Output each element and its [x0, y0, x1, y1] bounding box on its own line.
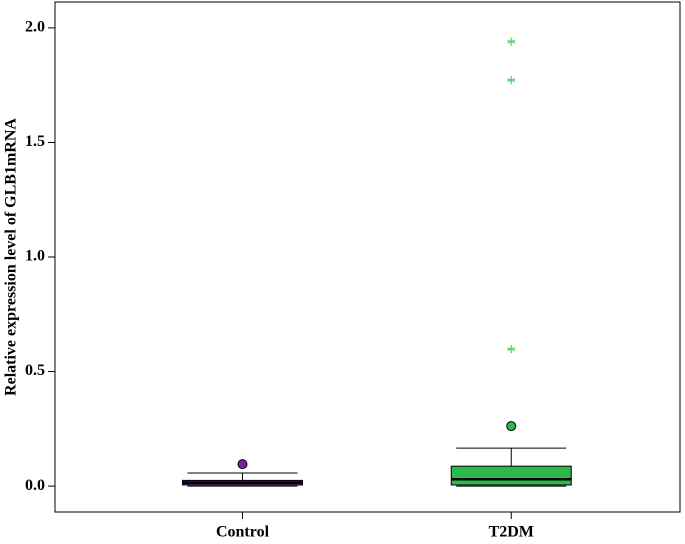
outlier: [506, 421, 517, 432]
x-tick-label: T2DM: [489, 524, 534, 541]
y-tick-label: 2.0: [25, 19, 45, 36]
plot-frame: [54, 1, 681, 513]
y-axis-label: Relative expression level of GLB1mRNA: [3, 118, 20, 396]
x-tick-label: Control: [216, 524, 270, 541]
extreme: [507, 76, 516, 85]
box: [450, 465, 572, 486]
y-tick-label: 1.5: [25, 133, 45, 150]
extreme: [507, 37, 516, 46]
y-tick-label: 0.0: [25, 477, 45, 494]
extreme: [507, 345, 516, 354]
y-tick-label: 1.0: [25, 248, 45, 265]
outlier: [237, 459, 248, 470]
y-tick-label: 0.5: [25, 362, 45, 379]
